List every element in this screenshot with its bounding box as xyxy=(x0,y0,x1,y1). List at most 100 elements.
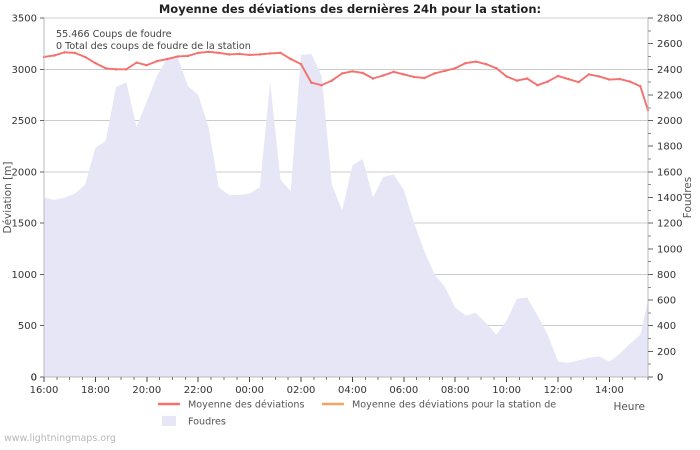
data-point xyxy=(155,59,159,63)
data-point xyxy=(310,81,313,84)
right-axis-tick-label: 600 xyxy=(657,296,676,307)
data-point xyxy=(104,67,107,70)
annotation-strokes-count: 55.466 Coups de foudre xyxy=(56,29,172,40)
legend-item: Foudres xyxy=(162,416,226,428)
data-point xyxy=(464,61,467,65)
strokes-area-path xyxy=(44,53,648,378)
right-axis-title: Foudres xyxy=(682,177,694,218)
data-point xyxy=(618,77,621,81)
data-point xyxy=(433,72,436,75)
strokes-area-series xyxy=(44,53,648,378)
data-point xyxy=(361,71,364,75)
data-point xyxy=(176,55,179,58)
right-axis-tick-label: 2400 xyxy=(657,65,682,76)
data-point xyxy=(567,77,570,81)
x-axis-tick-label: 12:00 xyxy=(544,385,573,396)
data-point xyxy=(382,74,385,77)
left-axis-title: Déviation [m] xyxy=(2,162,14,234)
x-axis-tick-label: 06:00 xyxy=(389,385,418,396)
data-point xyxy=(268,52,272,55)
data-point xyxy=(145,63,149,67)
x-axis-tick-label: 14:00 xyxy=(595,385,624,396)
left-axis-tick-label: 2000 xyxy=(12,167,37,178)
x-axis-tick-label: 02:00 xyxy=(287,385,316,396)
watermark: www.lightningmaps.org xyxy=(4,433,116,444)
right-axis-tick-label: 1400 xyxy=(657,193,682,204)
data-point xyxy=(114,68,118,71)
chart-legend: Moyenne des déviations Moyenne des déviat… xyxy=(158,399,556,428)
data-point xyxy=(135,61,138,64)
data-point xyxy=(505,75,508,78)
right-axis-tick-label: 1600 xyxy=(657,167,682,178)
legend-item: Moyenne des déviations xyxy=(158,399,304,411)
legend-item-label: Moyenne des déviations xyxy=(188,399,304,411)
x-axis-tick-label: 18:00 xyxy=(81,385,110,396)
left-axis-tick-label: 500 xyxy=(18,321,37,332)
x-axis-tick-label: 20:00 xyxy=(132,385,161,396)
left-axis-tick-label: 1000 xyxy=(12,270,37,281)
data-point xyxy=(412,75,416,79)
data-point xyxy=(94,61,97,65)
x-axis-tick-label: 10:00 xyxy=(492,385,521,396)
data-point xyxy=(597,75,601,78)
data-point xyxy=(217,51,221,55)
data-point xyxy=(196,51,200,55)
data-point xyxy=(474,60,478,63)
legend-item-label: Moyenne des déviations pour la station d… xyxy=(352,399,556,411)
data-point xyxy=(238,52,241,56)
data-point xyxy=(248,53,251,57)
x-axis-tick-label: 22:00 xyxy=(184,385,213,396)
right-axis-tick-label: 2200 xyxy=(657,90,682,101)
left-axis-zero-label: 0 xyxy=(31,373,37,384)
data-point xyxy=(371,77,375,80)
data-point xyxy=(186,54,190,58)
right-axis-tick-label: 0 xyxy=(657,373,663,384)
left-axis-tick-label: 3500 xyxy=(12,14,37,25)
data-point xyxy=(258,53,262,56)
data-point xyxy=(536,83,539,87)
data-point xyxy=(299,62,303,66)
right-axis-tick-label: 200 xyxy=(657,347,676,358)
left-axis: 0 500 1000 1500 2000 2500 3000 3500 Déviation [m… xyxy=(2,14,45,384)
right-axis: 0 200 400 600 800 1000 1200 1400 1600 1800 2000 220… xyxy=(647,14,694,384)
data-point xyxy=(484,62,488,66)
data-point xyxy=(453,67,457,70)
data-point xyxy=(63,51,66,54)
data-point xyxy=(423,76,426,80)
data-point xyxy=(73,51,77,55)
data-point xyxy=(289,57,292,61)
right-axis-tick-label: 1800 xyxy=(657,142,682,153)
data-point xyxy=(628,80,632,83)
data-point xyxy=(351,70,354,73)
data-point xyxy=(402,73,406,76)
x-axis-tick-label: 16:00 xyxy=(30,385,59,396)
right-axis-tick-label: 1200 xyxy=(657,219,682,230)
data-point xyxy=(320,83,323,87)
bottom-axis: 16:00 18:00 20:00 22:00 00:00 02:00 04:00 06:00… xyxy=(30,373,664,414)
right-axis-tick-label: 2800 xyxy=(657,14,682,25)
x-axis-tick-label: 04:00 xyxy=(338,385,367,396)
left-axis-tick-label: 0 xyxy=(31,373,37,384)
annotation-station-total: 0 Total des coups de foudre de la statio… xyxy=(56,41,251,52)
right-axis-tick-label: 400 xyxy=(657,321,676,332)
data-point xyxy=(556,74,560,78)
data-point xyxy=(279,51,282,55)
data-point xyxy=(207,50,210,54)
legend-item: Moyenne des déviations pour la station d… xyxy=(322,399,556,411)
right-axis-tick-label: 800 xyxy=(657,270,676,281)
legend-swatch-area xyxy=(162,416,176,426)
right-axis-tick-label: 1000 xyxy=(657,244,682,255)
x-axis-tick-label: 00:00 xyxy=(235,385,264,396)
deviation-line-path xyxy=(43,50,649,112)
data-point xyxy=(53,54,56,57)
data-point xyxy=(495,67,498,70)
data-point xyxy=(166,57,169,61)
right-axis-zero-label: 0 xyxy=(657,373,663,384)
data-point xyxy=(515,79,519,82)
left-axis-tick-label: 1500 xyxy=(12,219,37,230)
legend-item-label: Foudres xyxy=(188,417,226,428)
data-point xyxy=(125,68,128,71)
